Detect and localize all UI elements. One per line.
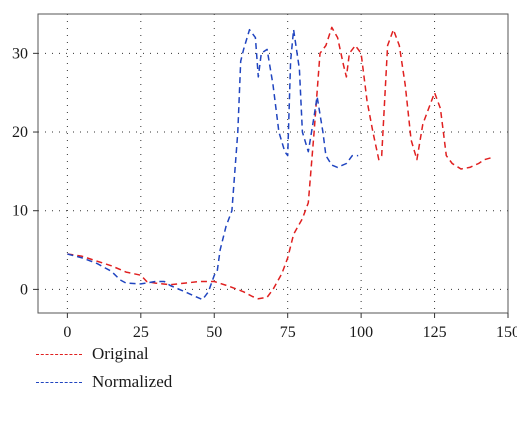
legend-swatch-normalized xyxy=(36,381,82,383)
axis-ticks: 0 25 50 75 100 125 150 0 10 20 30 xyxy=(12,45,517,341)
y-tick-label: 30 xyxy=(12,45,28,62)
legend-item-original: Original xyxy=(36,340,172,368)
x-tick-label: 125 xyxy=(423,324,447,341)
x-tick-label: 75 xyxy=(280,324,296,341)
x-tick-label: 0 xyxy=(63,324,71,341)
legend: Original Normalized xyxy=(36,340,172,396)
series-line-normalized xyxy=(67,28,359,301)
x-tick-label: 150 xyxy=(496,324,517,341)
legend-swatch-original xyxy=(36,353,82,355)
x-tick-label: 50 xyxy=(206,324,222,341)
series-line-original xyxy=(67,26,494,300)
series-layer xyxy=(67,26,494,301)
plot-frame xyxy=(37,13,509,314)
y-tick-label: 0 xyxy=(20,281,28,298)
legend-label-original: Original xyxy=(92,344,149,363)
x-tick-label: 25 xyxy=(133,324,149,341)
grid-lines xyxy=(38,14,509,313)
legend-item-normalized: Normalized xyxy=(36,368,172,396)
x-tick-label: 100 xyxy=(349,324,373,341)
y-tick-label: 10 xyxy=(12,203,28,220)
y-tick-label: 20 xyxy=(12,124,28,141)
legend-label-normalized: Normalized xyxy=(92,372,173,391)
